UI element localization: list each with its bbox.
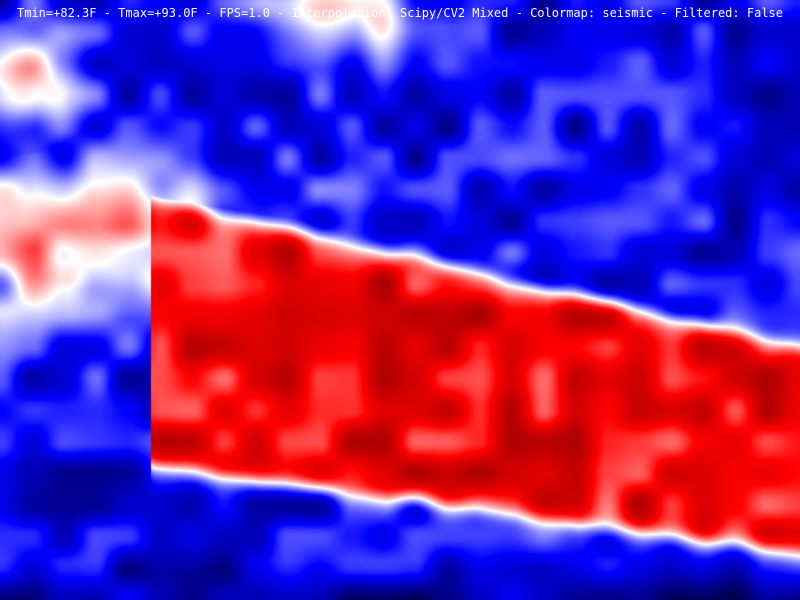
colormap-value: seismic [602,6,653,20]
separator: - [197,6,220,20]
colormap-label: Colormap: [530,6,596,20]
separator: - [96,6,119,20]
separator: - [652,6,675,20]
fps-label: FPS= [219,6,249,20]
tmax-value: +93.0F [154,6,198,20]
fps-value: 1.0 [248,6,270,20]
filtered-label: Filtered: [674,6,740,20]
separator: - [508,6,531,20]
tmin-value: +82.3F [53,6,97,20]
interpolation-label: Interpolation: [291,6,393,20]
tmax-label: Tmax= [118,6,155,20]
status-overlay: Tmin=+82.3F - Tmax=+93.0F - FPS=1.0 - In… [0,6,800,20]
filtered-value: False [746,6,783,20]
interpolation-value: Scipy/CV2 Mixed [400,6,509,20]
tmin-label: Tmin= [17,6,54,20]
separator: - [269,6,292,20]
